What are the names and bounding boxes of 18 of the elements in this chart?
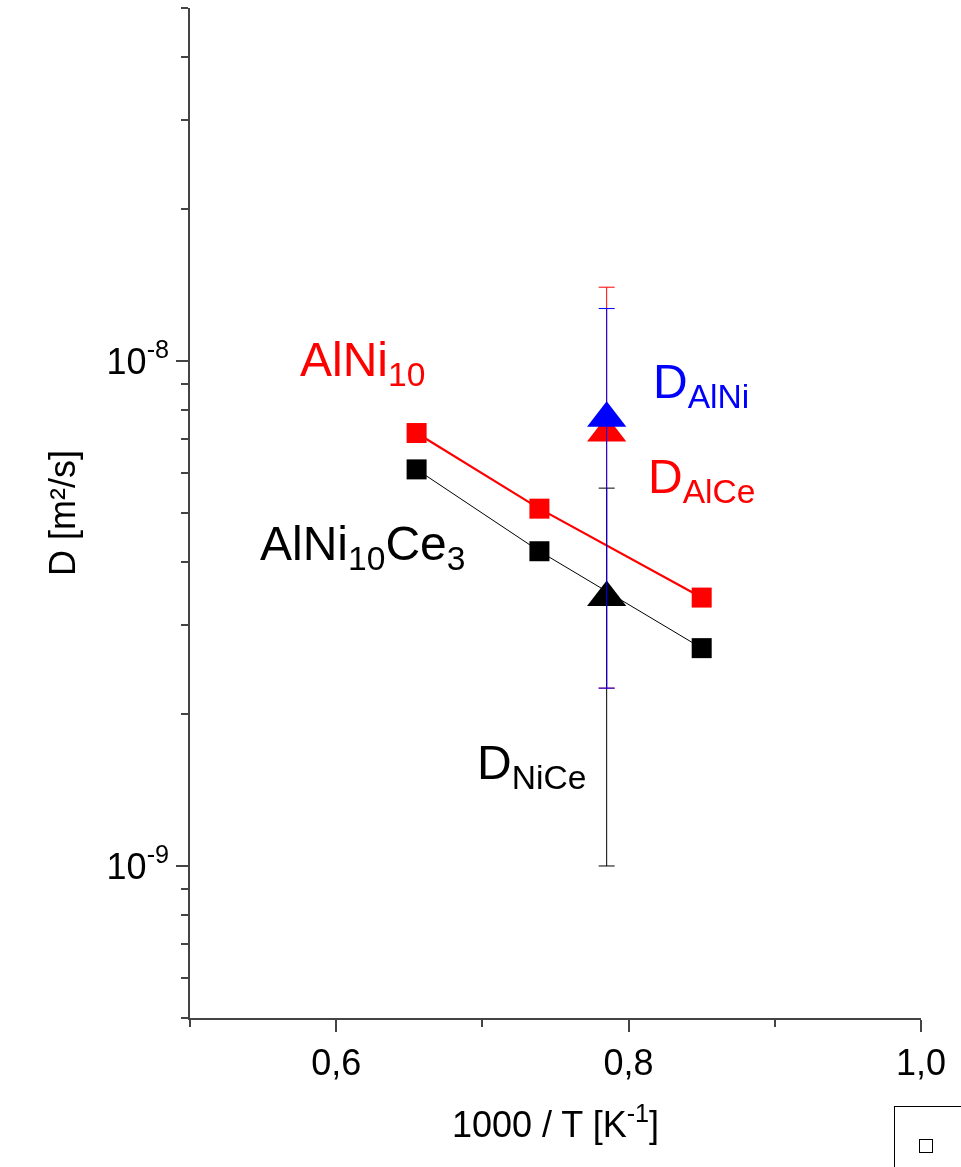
- x-tick-label: 1,0: [895, 1041, 947, 1083]
- point: [691, 638, 712, 659]
- point: [529, 498, 550, 519]
- y-tick-label: 10$^{-8}$: [106, 335, 170, 382]
- point: [406, 459, 427, 480]
- point: [529, 541, 550, 562]
- series-label: D$_{AlNi}$: [653, 355, 750, 416]
- point: [406, 423, 427, 444]
- series-label: D$_{AlCe}$: [648, 450, 756, 511]
- y-axis-title: D [m²/s]: [42, 450, 83, 576]
- x-tick-label: 0,6: [311, 1041, 362, 1083]
- y-tick-label: 10$^{-9}$: [106, 840, 170, 887]
- series-label: AlNi$_{10}$Ce$_{3}$: [260, 517, 466, 578]
- series-label: AlNi$_{10}$: [300, 333, 426, 394]
- x-tick-label: 0,8: [603, 1041, 654, 1083]
- point: [691, 587, 712, 608]
- x-axis-title: 1000 / T [K$^{-1}$]: [451, 1099, 660, 1146]
- text: D$_{NiCe}$: [477, 736, 587, 797]
